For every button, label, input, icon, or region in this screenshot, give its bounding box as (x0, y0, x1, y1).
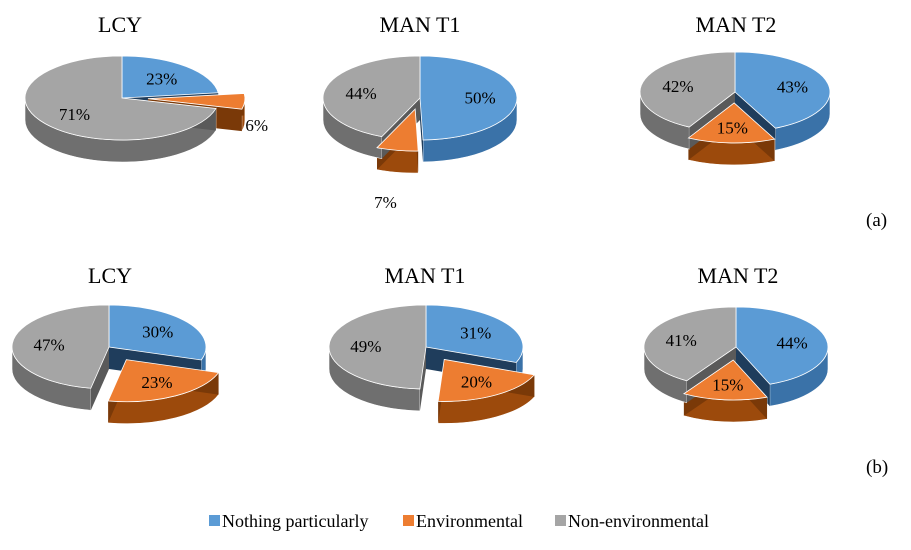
data-label-non-environmental: 42% (662, 77, 693, 96)
pie-title: MAN T2 (696, 12, 777, 37)
pie-slice-nothing-particularly (108, 304, 207, 361)
data-label-environmental: 7% (374, 193, 397, 212)
data-label-nothing-particularly: 31% (460, 323, 491, 342)
data-label-environmental: 15% (717, 119, 748, 138)
panel-label-a: (a) (866, 210, 887, 231)
pie-chart-1: LCY 23% 6% 71% (24, 12, 268, 163)
data-label-non-environmental: 49% (350, 337, 381, 356)
legend-label-environmental: Environmental (416, 511, 523, 531)
legend-swatch-nothing-particularly (209, 515, 220, 526)
legend-label-nothing-particularly: Nothing particularly (222, 511, 368, 531)
data-label-nothing-particularly: 44% (776, 333, 807, 352)
pie-slice-environmental (437, 358, 536, 402)
pie-slice-environmental (147, 93, 246, 110)
pie-slice-nothing-particularly (121, 55, 219, 99)
pie-chart-5: MAN T1 31% 20% 49% (328, 263, 536, 424)
data-label-nothing-particularly: 23% (146, 69, 177, 88)
data-label-non-environmental: 47% (34, 336, 65, 355)
pie-slice-environmental (376, 108, 419, 152)
pie-title: MAN T2 (698, 263, 779, 288)
pie-chart-4: LCY 30% 23% 47% (11, 263, 220, 424)
data-label-nothing-particularly: 43% (777, 78, 808, 97)
data-label-non-environmental: 41% (666, 331, 697, 350)
pie-title: MAN T1 (380, 12, 461, 37)
pie-slice-wall-non-environmental (90, 347, 109, 411)
legend: Nothing particularly Environmental Non-e… (209, 511, 709, 531)
panel-label-b: (b) (866, 457, 888, 478)
pie-slice-nothing-particularly (425, 304, 524, 363)
pie-slice-wall-non-environmental (419, 347, 426, 411)
pie-slice-non-environmental (643, 306, 737, 382)
pie-title: LCY (88, 263, 132, 288)
pie-slice-environmental (687, 102, 776, 144)
pie-slice-non-environmental (639, 51, 736, 128)
pie-slice-non-environmental (24, 55, 217, 141)
pie-slice-non-environmental (328, 304, 427, 390)
data-label-nothing-particularly: 30% (142, 323, 173, 342)
pie-slice-nothing-particularly (734, 51, 831, 129)
data-label-environmental: 15% (712, 376, 743, 395)
data-label-environmental: 6% (245, 116, 268, 135)
pie-slice-non-environmental (11, 304, 110, 389)
legend-label-non-environmental: Non-environmental (568, 511, 709, 531)
pie-slice-environmental (107, 359, 220, 403)
pie-slice-nothing-particularly (735, 306, 829, 385)
pie-chart-2: MAN T1 50% 7% 44% (322, 12, 518, 212)
data-label-nothing-particularly: 50% (465, 89, 496, 108)
pie-title: LCY (98, 12, 142, 37)
legend-swatch-environmental (403, 515, 414, 526)
pie-slice-nothing-particularly (419, 55, 518, 141)
pie-slice-non-environmental (322, 55, 421, 138)
pie-slice-environmental (682, 359, 768, 401)
data-label-environmental: 23% (141, 373, 172, 392)
data-label-non-environmental: 71% (59, 105, 90, 124)
pie-chart-6: MAN T2 44% 15% 41% (643, 263, 829, 423)
legend-swatch-non-environmental (555, 515, 566, 526)
data-label-environmental: 20% (461, 372, 492, 391)
pie-title: MAN T1 (385, 263, 466, 288)
data-label-non-environmental: 44% (345, 84, 376, 103)
pie-chart-3: MAN T2 43% 15% 42% (639, 12, 831, 166)
